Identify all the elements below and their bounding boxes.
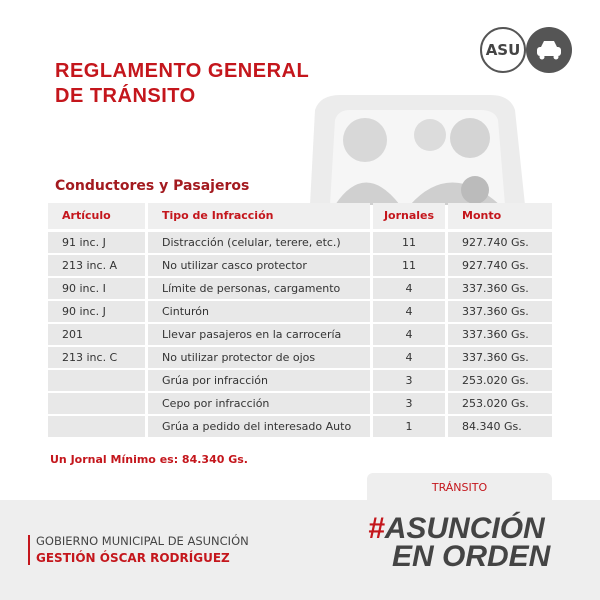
logo: #ASUNCIÓN EN ORDEN xyxy=(368,512,551,573)
cell: 11 xyxy=(373,232,445,253)
cell: 337.360 Gs. xyxy=(448,301,552,322)
cell: 4 xyxy=(373,301,445,322)
cell: Cepo por infracción xyxy=(148,393,370,414)
car-icon xyxy=(526,27,572,73)
header-cell: Jornales xyxy=(373,203,445,229)
cell: 11 xyxy=(373,255,445,276)
badge: ASU xyxy=(480,27,526,73)
logo-text: EN ORDEN xyxy=(392,540,551,573)
cell: Límite de personas, cargamento xyxy=(148,278,370,299)
cell: 90 inc. I xyxy=(48,278,145,299)
cell: 4 xyxy=(373,324,445,345)
footer-text: GOBIERNO MUNICIPAL DE ASUNCIÓN xyxy=(36,534,249,548)
cell: Cinturón xyxy=(148,301,370,322)
logo-hash: # xyxy=(368,512,385,545)
cell: 927.740 Gs. xyxy=(448,255,552,276)
cell: Distracción (celular, terere, etc.) xyxy=(148,232,370,253)
cell xyxy=(48,393,145,414)
cell: 337.360 Gs. xyxy=(448,347,552,368)
cell: 90 inc. J xyxy=(48,301,145,322)
tab: TRÁNSITO xyxy=(367,473,552,503)
cell: 337.360 Gs. xyxy=(448,324,552,345)
title: DE TRÁNSITO xyxy=(55,85,196,107)
cell: 253.020 Gs. xyxy=(448,393,552,414)
cell xyxy=(48,370,145,391)
cell: 3 xyxy=(373,370,445,391)
cell: 4 xyxy=(373,278,445,299)
cell: 337.360 Gs. xyxy=(448,278,552,299)
cell: No utilizar protector de ojos xyxy=(148,347,370,368)
cell: 91 inc. J xyxy=(48,232,145,253)
cell: No utilizar casco protector xyxy=(148,255,370,276)
cell: 213 inc. A xyxy=(48,255,145,276)
footer xyxy=(0,500,600,600)
cell: 3 xyxy=(373,393,445,414)
cell: Grúa a pedido del interesado Auto xyxy=(148,416,370,437)
cell xyxy=(48,416,145,437)
header-cell: Tipo de Infracción xyxy=(148,203,370,229)
title: REGLAMENTO GENERAL xyxy=(55,60,310,82)
cell: Grúa por infracción xyxy=(148,370,370,391)
cell: 84.340 Gs. xyxy=(448,416,552,437)
footer-text: GESTIÓN ÓSCAR RODRÍGUEZ xyxy=(36,551,230,565)
header-cell: Monto xyxy=(448,203,552,229)
logo-text: ASUNCIÓN xyxy=(384,512,545,545)
cell: 201 xyxy=(48,324,145,345)
cell: 4 xyxy=(373,347,445,368)
cell: 1 xyxy=(373,416,445,437)
header-cell: Artículo xyxy=(48,203,145,229)
cell: 927.740 Gs. xyxy=(448,232,552,253)
cell: 213 inc. C xyxy=(48,347,145,368)
cell: Llevar pasajeros en la carrocería xyxy=(148,324,370,345)
divider xyxy=(28,535,30,565)
illustration xyxy=(310,95,525,205)
cell: 253.020 Gs. xyxy=(448,370,552,391)
note: Un Jornal Mínimo es: 84.340 Gs. xyxy=(50,453,248,466)
section-title: Conductores y Pasajeros xyxy=(55,178,250,194)
